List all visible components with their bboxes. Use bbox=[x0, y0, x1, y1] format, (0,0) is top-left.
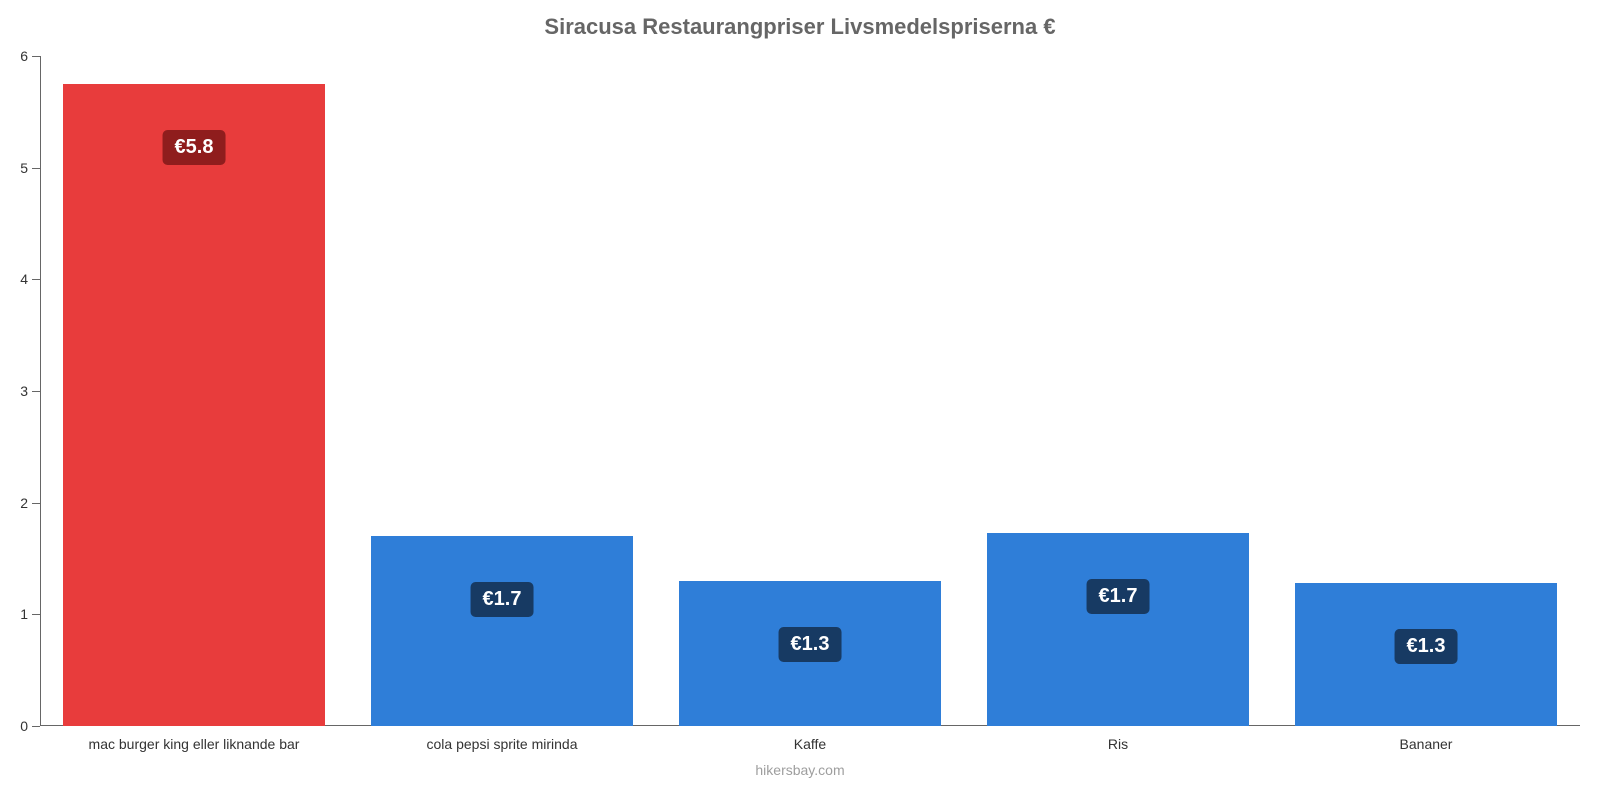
bar-value-label: €1.3 bbox=[779, 627, 842, 662]
bar: €5.8 bbox=[63, 84, 325, 726]
y-tick-label: 3 bbox=[20, 383, 40, 399]
chart-source: hikersbay.com bbox=[755, 762, 844, 778]
chart-title: Siracusa Restaurangpriser Livsmedelspris… bbox=[0, 0, 1600, 40]
bar: €1.7 bbox=[987, 533, 1249, 726]
bar: €1.7 bbox=[371, 536, 633, 726]
x-category-label: Bananer bbox=[1400, 726, 1453, 752]
bar-value-label: €1.7 bbox=[471, 582, 534, 617]
plot-area: 0123456€5.8mac burger king eller liknand… bbox=[40, 56, 1580, 726]
y-axis-line bbox=[40, 56, 41, 726]
bar-value-label: €5.8 bbox=[163, 130, 226, 165]
y-tick-label: 5 bbox=[20, 160, 40, 176]
price-bar-chart: Siracusa Restaurangpriser Livsmedelspris… bbox=[0, 0, 1600, 800]
y-tick-label: 2 bbox=[20, 495, 40, 511]
x-category-label: Ris bbox=[1108, 726, 1128, 752]
bar-value-label: €1.7 bbox=[1087, 579, 1150, 614]
bar-value-label: €1.3 bbox=[1395, 629, 1458, 664]
x-category-label: Kaffe bbox=[794, 726, 826, 752]
bar: €1.3 bbox=[679, 581, 941, 726]
x-category-label: mac burger king eller liknande bar bbox=[89, 726, 300, 752]
y-tick-label: 0 bbox=[20, 718, 40, 734]
y-tick-label: 4 bbox=[20, 271, 40, 287]
x-category-label: cola pepsi sprite mirinda bbox=[427, 726, 578, 752]
y-tick-label: 6 bbox=[20, 48, 40, 64]
bar: €1.3 bbox=[1295, 583, 1557, 726]
y-tick-label: 1 bbox=[20, 606, 40, 622]
